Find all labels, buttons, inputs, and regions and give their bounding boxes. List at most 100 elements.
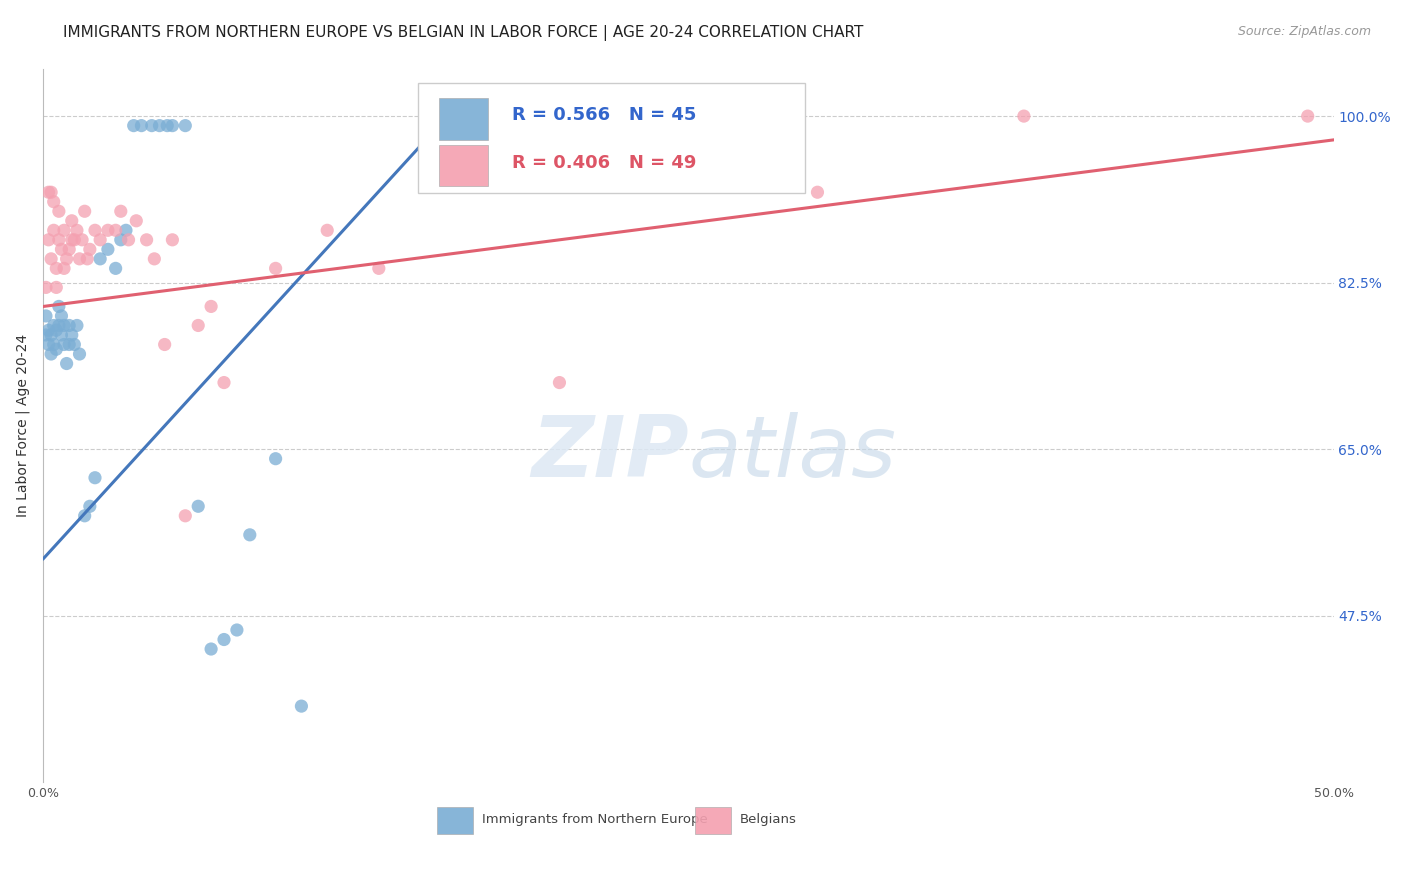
Point xyxy=(115,223,138,237)
Point xyxy=(143,252,166,266)
Point xyxy=(42,194,65,209)
Point xyxy=(156,119,179,133)
Point xyxy=(53,337,76,351)
Point xyxy=(264,261,287,276)
Y-axis label: In Labor Force | Age 20-24: In Labor Force | Age 20-24 xyxy=(15,334,30,517)
Point xyxy=(200,300,222,314)
Point xyxy=(69,347,91,361)
Point xyxy=(48,233,70,247)
Point xyxy=(45,280,67,294)
Point xyxy=(141,119,163,133)
Point xyxy=(79,500,101,514)
Point xyxy=(162,233,184,247)
Point xyxy=(35,280,58,294)
Point xyxy=(39,252,62,266)
Point xyxy=(58,243,80,257)
Point xyxy=(55,252,77,266)
Point xyxy=(135,233,157,247)
Point xyxy=(316,223,339,237)
Point xyxy=(548,376,571,390)
Point xyxy=(42,337,65,351)
Point xyxy=(42,223,65,237)
Point xyxy=(131,119,153,133)
Text: ZIP: ZIP xyxy=(531,412,689,495)
Point xyxy=(84,471,107,485)
Point xyxy=(174,508,197,523)
Point xyxy=(48,204,70,219)
Point xyxy=(45,323,67,337)
Point xyxy=(42,318,65,333)
Point xyxy=(89,233,111,247)
Text: Belgians: Belgians xyxy=(740,813,797,826)
Point xyxy=(58,337,80,351)
Text: R = 0.406   N = 49: R = 0.406 N = 49 xyxy=(512,154,696,172)
Point xyxy=(89,252,111,266)
Point xyxy=(51,243,73,257)
Point xyxy=(35,309,58,323)
Point xyxy=(38,337,60,351)
Point xyxy=(39,347,62,361)
Point xyxy=(55,357,77,371)
Point xyxy=(110,233,132,247)
Point xyxy=(38,233,60,247)
Point xyxy=(187,318,209,333)
Point xyxy=(97,243,120,257)
Point xyxy=(60,214,83,228)
Point xyxy=(84,223,107,237)
Point xyxy=(35,328,58,343)
Point xyxy=(212,376,235,390)
Point xyxy=(212,632,235,647)
Point xyxy=(73,508,96,523)
Point xyxy=(117,233,139,247)
Point xyxy=(444,109,467,123)
Bar xyxy=(437,807,472,834)
Bar xyxy=(695,807,731,834)
Point xyxy=(69,252,91,266)
Point xyxy=(51,328,73,343)
Point xyxy=(162,119,184,133)
Point xyxy=(48,300,70,314)
Point xyxy=(225,623,247,637)
Bar xyxy=(440,145,488,186)
Point xyxy=(110,204,132,219)
Point xyxy=(806,186,828,200)
Point xyxy=(97,223,120,237)
Point xyxy=(104,261,127,276)
Point xyxy=(53,261,76,276)
Point xyxy=(45,343,67,357)
Point xyxy=(239,528,262,542)
Point xyxy=(187,500,209,514)
Point xyxy=(39,328,62,343)
Point xyxy=(45,261,67,276)
Point xyxy=(200,642,222,657)
Text: R = 0.566   N = 45: R = 0.566 N = 45 xyxy=(512,106,696,124)
Point xyxy=(148,119,170,133)
Text: Source: ZipAtlas.com: Source: ZipAtlas.com xyxy=(1237,25,1371,38)
Point xyxy=(290,699,312,714)
Text: IMMIGRANTS FROM NORTHERN EUROPE VS BELGIAN IN LABOR FORCE | AGE 20-24 CORRELATIO: IMMIGRANTS FROM NORTHERN EUROPE VS BELGI… xyxy=(63,25,863,41)
Point xyxy=(60,233,83,247)
Point xyxy=(63,233,86,247)
Point xyxy=(38,186,60,200)
Point xyxy=(66,223,89,237)
Point xyxy=(367,261,389,276)
FancyBboxPatch shape xyxy=(418,83,804,194)
Point xyxy=(53,318,76,333)
Point xyxy=(125,214,148,228)
Text: Immigrants from Northern Europe: Immigrants from Northern Europe xyxy=(482,813,707,826)
Point xyxy=(104,223,127,237)
Point xyxy=(63,337,86,351)
Point xyxy=(264,451,287,466)
Point xyxy=(39,186,62,200)
Point xyxy=(51,309,73,323)
Point xyxy=(48,318,70,333)
Point xyxy=(60,328,83,343)
Bar xyxy=(440,98,488,140)
Point xyxy=(38,323,60,337)
Point xyxy=(678,176,700,190)
Point xyxy=(1012,109,1035,123)
Point xyxy=(174,119,197,133)
Text: atlas: atlas xyxy=(689,412,897,495)
Point xyxy=(66,318,89,333)
Point xyxy=(70,233,93,247)
